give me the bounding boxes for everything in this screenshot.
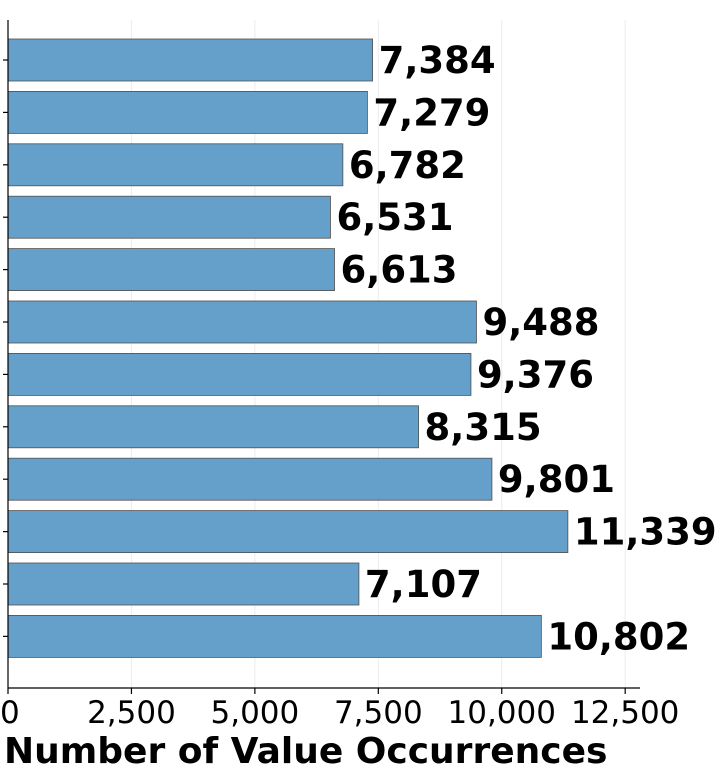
axes: 0 2,500 5,000 7,500 10,000 12,500 [0,20,679,731]
bar-value-label: 9,801 [498,458,615,501]
x-tick-label: 2,500 [87,695,176,731]
bar-value-label: 6,782 [349,144,466,187]
bar-value-label: 7,384 [379,39,496,82]
bar [7,510,569,554]
bar-value-label: 6,531 [336,196,453,239]
bar [7,405,419,449]
bar [7,352,472,396]
bar-value-label: 8,315 [425,406,542,449]
bar [7,195,331,239]
bar [7,457,493,501]
bar-value-label: 9,376 [477,353,594,396]
bar [7,300,477,344]
bar-value-label: 7,107 [365,563,482,606]
bar [7,562,360,606]
bar-value-label: 7,279 [373,91,490,134]
x-tick-label: 12,500 [571,695,679,731]
bar [7,248,335,292]
x-tick-label: 7,500 [334,695,423,731]
bar [7,38,373,82]
bar-value-label: 11,339 [574,511,717,554]
bar [7,615,542,658]
bar-value-label: 6,613 [341,249,458,292]
bar-value-label: 9,488 [482,301,599,344]
bar [7,91,368,134]
bar [7,143,344,187]
x-tick-label: 10,000 [448,695,556,731]
x-tick-label: 0 [0,695,20,731]
x-axis-label: Number of Value Occurrences [4,731,607,772]
x-tick-label: 5,000 [211,695,300,731]
bars [7,38,569,658]
value-labels: 7,384 7,279 6,782 6,531 6,613 9,488 9,376 8,315… [336,39,716,658]
bar-value-label: 10,802 [547,615,690,658]
